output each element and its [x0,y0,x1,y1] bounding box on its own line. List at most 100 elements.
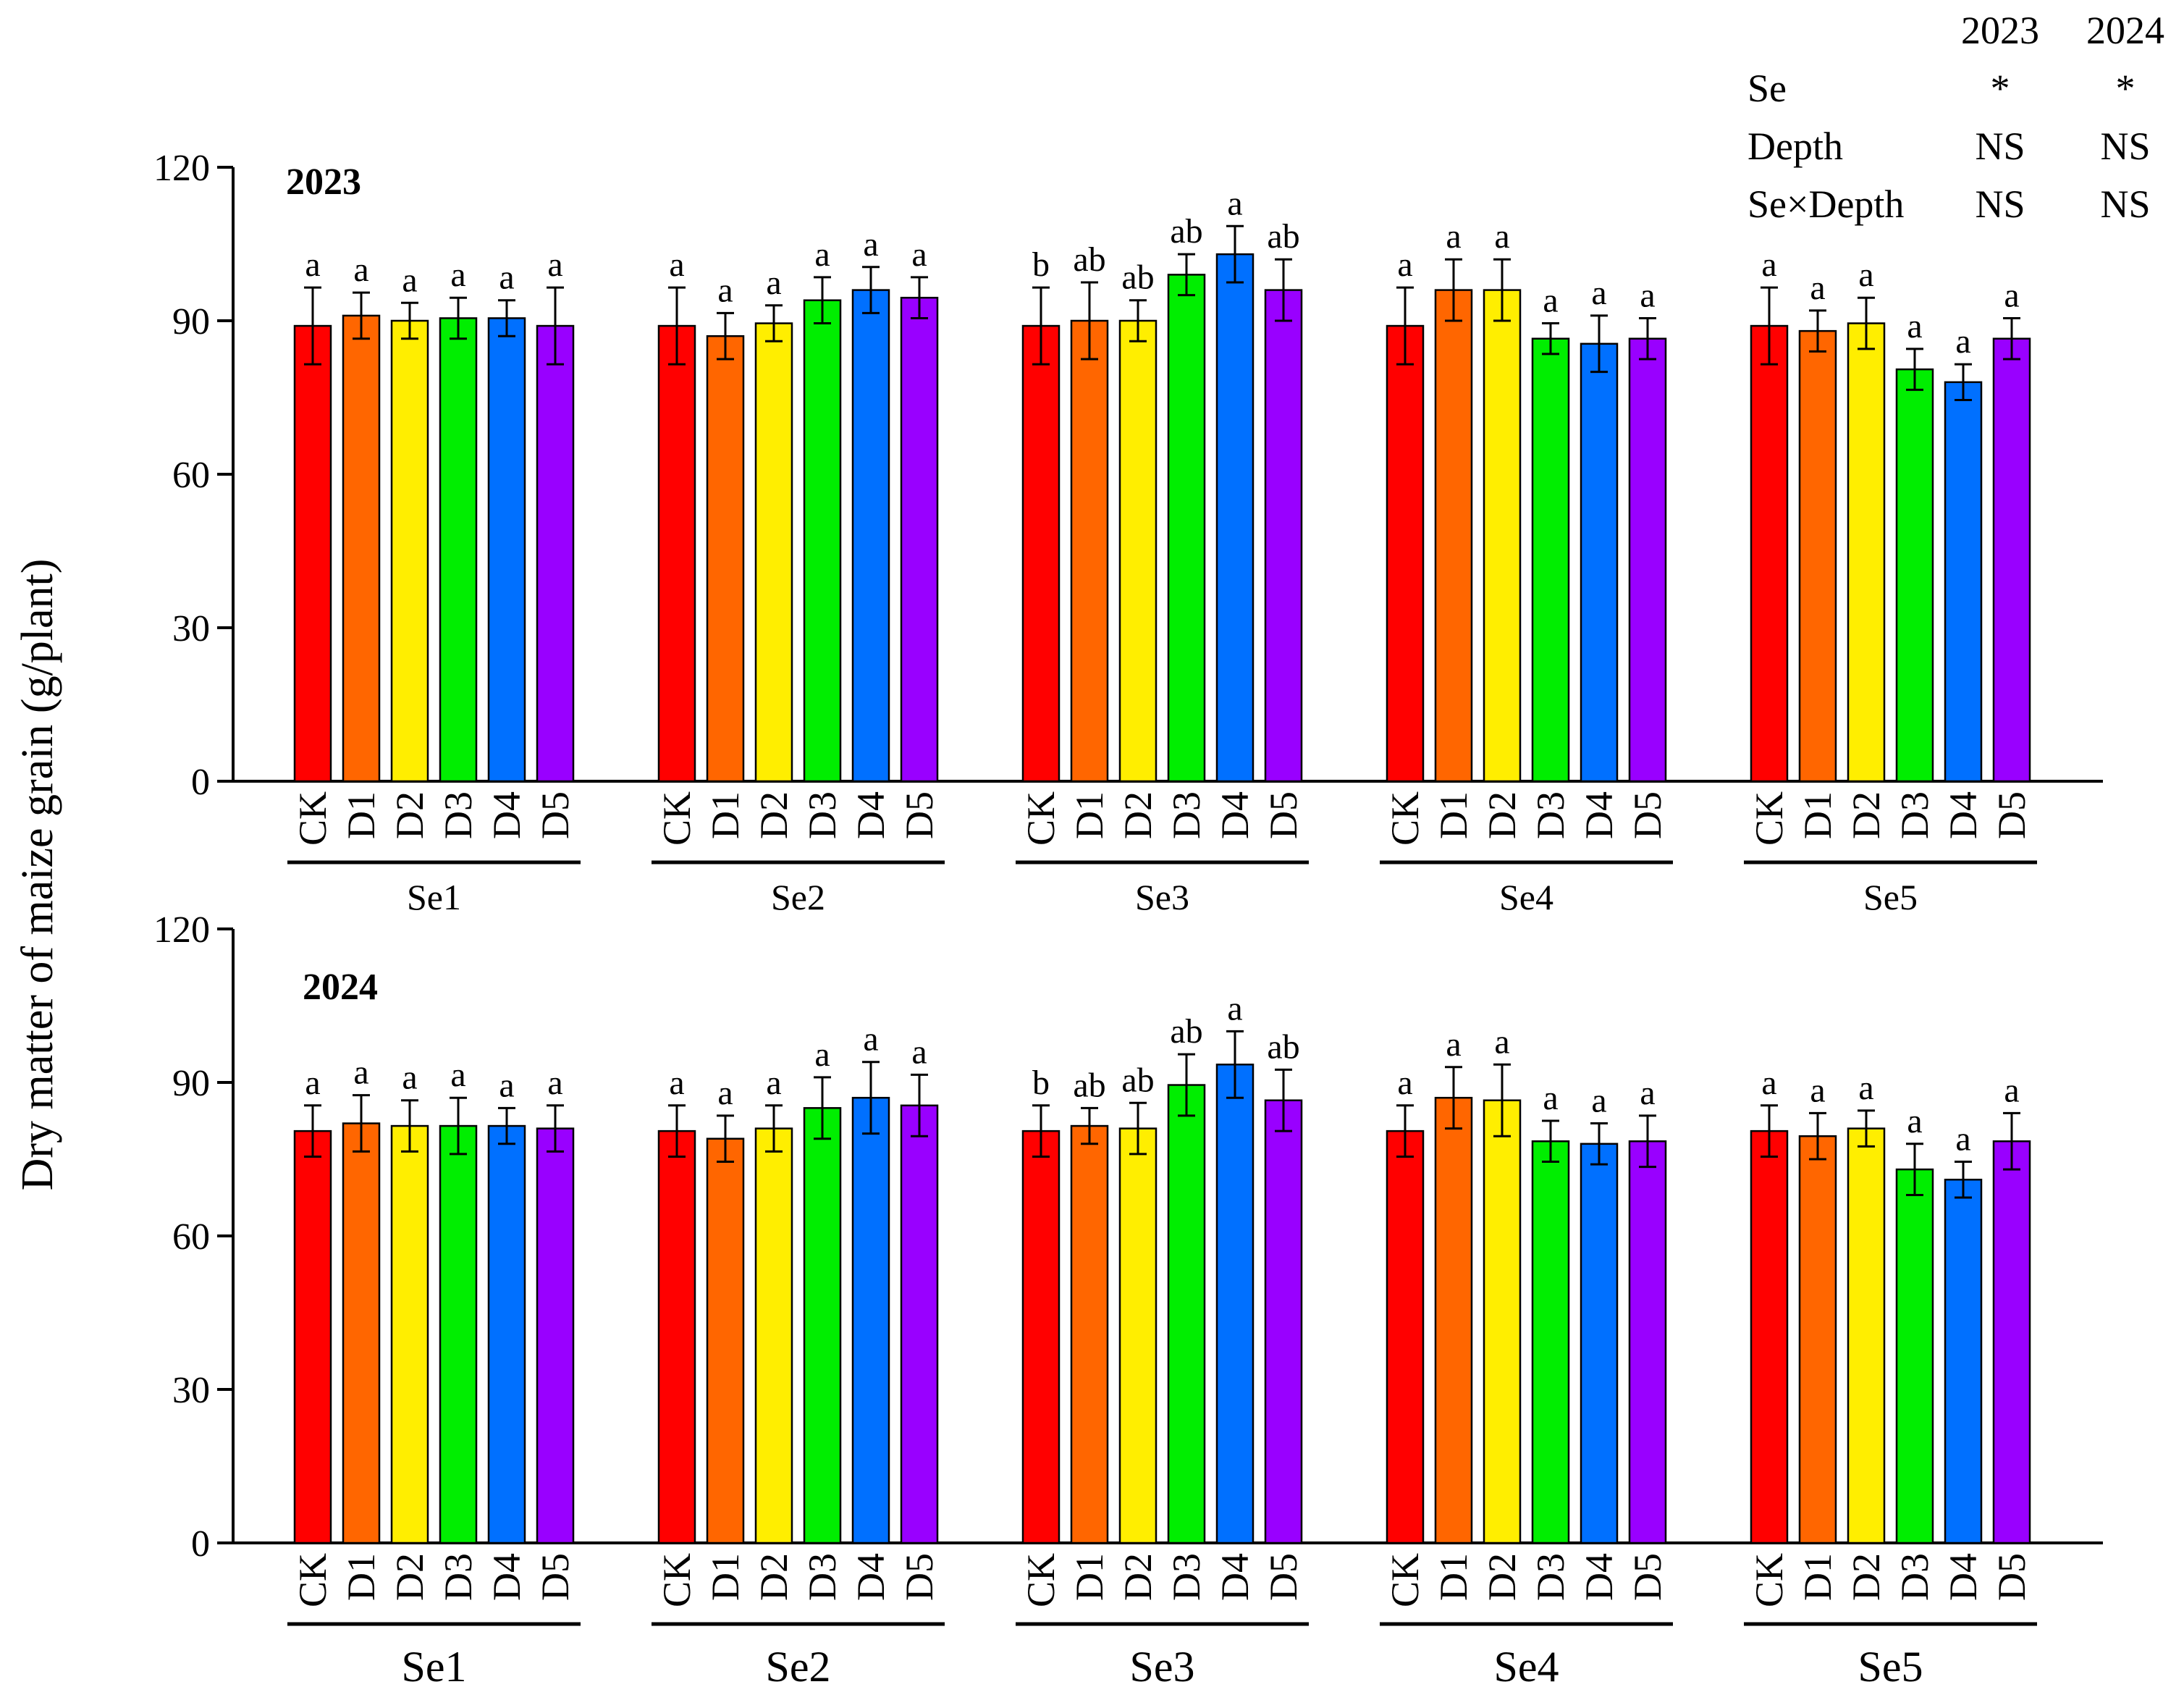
category-label: D4 [849,791,893,839]
significance-letter: a [766,1064,781,1102]
category-label: CK [1383,791,1427,846]
significance-letter: a [1494,217,1509,256]
significance-letter: a [1591,1082,1606,1120]
category-label: CK [655,1553,699,1607]
significance-letter: a [717,1074,733,1112]
significance-letter: a [547,1064,562,1102]
panel-title: 2023 [286,161,361,203]
significance-letter: a [1640,276,1655,314]
significance-letter: a [1955,322,1970,361]
bar-se5-d3 [1895,1168,1934,1544]
bar-se1-d5 [536,1127,575,1544]
y-tick-label: 90 [172,1063,210,1104]
significance-letter: a [1227,184,1242,222]
significance-letter: a [1494,1022,1509,1061]
significance-letter: a [814,1035,830,1074]
significance-letter: a [863,1020,878,1059]
category-label: CK [655,791,699,846]
category-label: D5 [1990,791,2033,839]
significance-letter: b [1032,1064,1050,1102]
bar-se4-d1 [1434,289,1473,783]
significance-letter: b [1032,245,1050,284]
bar-se4-d5 [1628,337,1667,783]
bar-se1-d3 [439,317,478,783]
significance-letter: a [911,1032,927,1071]
category-label: D1 [1068,791,1111,839]
significance-letter: ab [1073,240,1105,279]
category-label: D1 [1796,1553,1839,1601]
bar-se5-d2 [1847,1127,1886,1544]
significance-letter: a [2004,276,2019,314]
category-label: D1 [1432,791,1475,839]
category-label: D2 [388,1553,431,1601]
significance-letter: a [1907,307,1922,345]
category-label: CK [291,791,334,846]
anova-value: NS [2100,182,2150,226]
bar-se4-d3 [1531,1140,1570,1544]
bar-se1-d3 [439,1124,478,1544]
significance-letter: a [305,1064,320,1102]
significance-letter: a [450,256,465,294]
significance-letter: a [1446,217,1461,256]
significance-letter: a [1397,1064,1412,1102]
significance-letter: a [450,1056,465,1094]
y-tick-label: 0 [191,762,210,803]
anova-value: * [1991,67,2010,110]
category-label: CK [1019,791,1063,846]
y-tick-label: 30 [172,1370,210,1411]
category-label: D1 [704,791,747,839]
anova-value: NS [2100,125,2150,168]
bar-se3-d1 [1070,319,1109,783]
anova-value: NS [1975,182,2025,226]
significance-letter: a [1810,1071,1825,1109]
significance-letter: a [669,245,684,284]
bar-se5-d1 [1798,329,1837,783]
bar-se5-ck [1750,1129,1789,1544]
group-label: Se1 [402,1643,467,1691]
bar-se5-d2 [1847,322,1886,783]
bar-se3-d5 [1264,289,1303,783]
category-label: D1 [340,1553,383,1601]
significance-letter: ab [1121,1061,1154,1099]
significance-letter: a [1858,256,1873,294]
panel-title: 2024 [303,967,378,1008]
group-label: Se2 [771,877,825,917]
significance-letter: a [1543,1079,1558,1117]
category-label: D3 [1529,1553,1572,1601]
bar-se2-d1 [706,1137,745,1544]
significance-letter: a [1640,1074,1655,1112]
significance-letter: a [1446,1025,1461,1064]
y-tick-label: 90 [172,301,210,342]
category-label: D3 [1165,1553,1208,1601]
category-label: D3 [801,791,844,839]
bar-se4-ck [1386,1129,1425,1544]
category-label: D2 [1116,791,1160,839]
category-label: CK [1747,791,1791,846]
bar-se2-d1 [706,335,745,783]
category-label: D4 [485,791,528,839]
category-label: D3 [437,1553,480,1601]
bar-se1-d5 [536,324,575,783]
category-label: CK [291,1553,334,1607]
group-label: Se1 [407,877,461,917]
significance-letter: a [1858,1069,1873,1107]
significance-letter: a [499,258,514,297]
category-label: D4 [1941,1553,1985,1601]
significance-letter: a [402,261,417,299]
bar-se3-d2 [1118,1127,1158,1544]
anova-year-header: 2023 [1961,9,2039,52]
significance-letter: a [1761,245,1776,284]
group-label: Se3 [1135,877,1189,917]
significance-letter: a [717,271,733,309]
category-label: D2 [1480,1553,1524,1601]
category-label: D5 [898,791,941,839]
anova-value: * [2116,67,2135,110]
bar-se3-d4 [1215,1064,1255,1544]
category-label: D3 [1893,1553,1936,1601]
category-label: D1 [1432,1553,1475,1601]
category-label: CK [1383,1553,1427,1607]
category-label: D5 [534,1553,577,1601]
category-label: D2 [1480,791,1524,839]
